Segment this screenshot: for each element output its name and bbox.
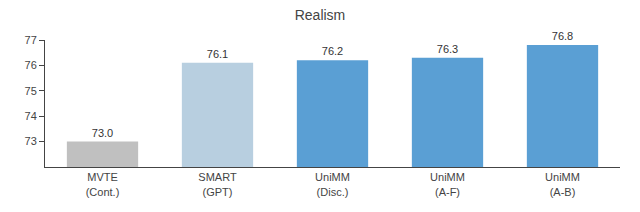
- svg-text:77: 77: [25, 34, 37, 46]
- svg-text:UniMM(A-F): UniMM(A-F): [430, 171, 465, 197]
- svg-text:76.2: 76.2: [322, 45, 343, 57]
- svg-text:SMART(GPT): SMART(GPT): [198, 171, 237, 197]
- svg-text:74: 74: [25, 110, 37, 122]
- svg-text:76.3: 76.3: [437, 43, 458, 55]
- svg-text:76: 76: [25, 59, 37, 71]
- svg-text:UniMM(Disc.): UniMM(Disc.): [315, 171, 350, 197]
- svg-text:76.8: 76.8: [552, 30, 573, 42]
- svg-text:73: 73: [25, 135, 37, 147]
- svg-text:MVTE(Cont.): MVTE(Cont.): [86, 171, 120, 197]
- svg-text:UniMM(A-B): UniMM(A-B): [545, 171, 580, 197]
- svg-text:76.1: 76.1: [207, 48, 228, 60]
- svg-text:75: 75: [25, 85, 37, 97]
- svg-text:Realism: Realism: [295, 7, 346, 23]
- svg-text:73.0: 73.0: [92, 127, 113, 139]
